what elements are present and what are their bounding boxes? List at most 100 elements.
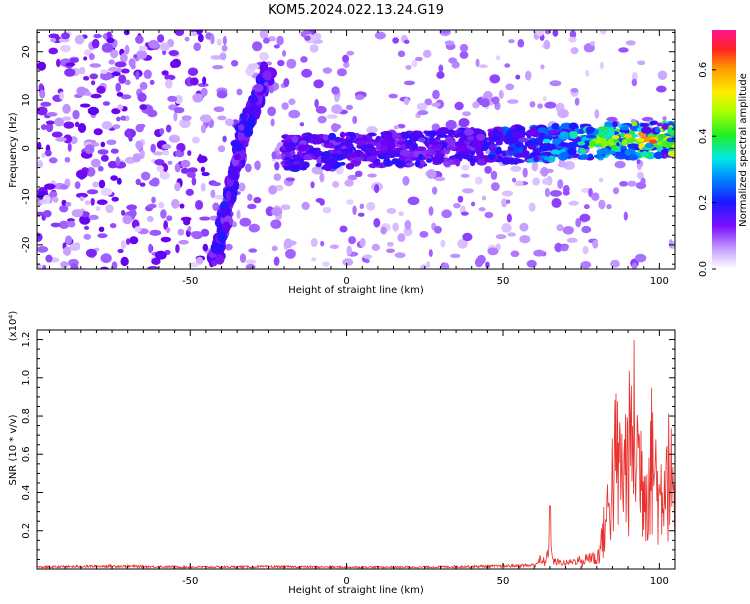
spectrogram-blob <box>368 163 377 168</box>
spectrogram-blob <box>580 261 592 269</box>
spectrogram-blob <box>614 160 626 169</box>
spectrogram-blob <box>86 189 99 195</box>
spectrogram-blob <box>100 187 113 196</box>
spectrogram-blob <box>165 227 171 234</box>
spectrogram-blob <box>474 176 483 185</box>
spectrogram-blob <box>186 171 196 178</box>
spectrogram-blob <box>210 242 221 254</box>
spectrogram-blob <box>193 42 202 52</box>
spectrogram-blob <box>418 153 424 161</box>
spectrogram-blob <box>89 63 102 68</box>
spectrogram-blob <box>454 101 464 111</box>
spectrogram-blob <box>317 115 327 124</box>
spectrogram-blob <box>484 165 492 174</box>
spectrogram-blob <box>74 181 81 190</box>
spectrogram-blob <box>63 134 73 144</box>
spectrogram-blob <box>115 156 120 167</box>
snr-x-tick-label: -50 <box>182 576 198 587</box>
spectrogram-blob <box>124 44 130 55</box>
spectrogram-blob <box>301 201 310 211</box>
spectrogram-blob <box>475 58 480 68</box>
spectrogram-blob <box>163 220 169 231</box>
spectrogram-blob <box>262 70 272 81</box>
spectrogram-blob <box>599 30 607 35</box>
spectrogram-blob <box>334 136 342 143</box>
spectrogram-blob <box>362 254 373 259</box>
spectrogram-blob <box>162 149 170 156</box>
spectrogram-blob <box>597 151 603 157</box>
spectrogram-blob <box>612 187 620 195</box>
spectrogram-blob <box>156 165 164 172</box>
spectrogram-blob <box>58 220 70 229</box>
spectrogram-blob <box>167 95 178 102</box>
spectrogram-blob <box>459 144 468 153</box>
spectrogram-blob <box>549 80 562 87</box>
figure-title: KOM5.2024.022.13.24.G19 <box>268 3 444 18</box>
spectrogram-blob <box>569 130 578 139</box>
spectrogram-blob <box>190 31 198 37</box>
spectrogram-blob <box>444 150 450 155</box>
spectrogram-blob <box>39 199 47 205</box>
spectrogram-blob <box>97 233 108 239</box>
spectrogram-blob <box>83 233 92 240</box>
spectrogram-x-axis-label: Height of straight line (km) <box>288 285 424 296</box>
spectrogram-blob <box>390 150 396 159</box>
spectrogram-blob <box>641 116 654 122</box>
spectrogram-blob <box>90 93 102 99</box>
spectrogram-blob <box>552 30 559 37</box>
spectrogram-blob <box>568 36 577 43</box>
spectrogram-blob <box>268 85 274 94</box>
spectrogram-blob <box>661 123 669 130</box>
spectrogram-blob <box>166 215 173 222</box>
spectrogram-blob <box>300 56 308 63</box>
spectrogram-blob <box>671 144 675 149</box>
spectrogram-blob <box>263 37 270 44</box>
spectrogram-blob <box>542 96 547 102</box>
spectrogram-blob <box>273 256 280 266</box>
spectrogram-blob <box>245 259 257 265</box>
spectrogram-blob <box>531 161 539 172</box>
spectrogram-blob <box>627 180 637 187</box>
spectrogram-blob <box>494 131 501 138</box>
spectrogram-blob <box>562 190 570 196</box>
spectrogram-blob <box>214 254 225 265</box>
spectrogram-blob <box>515 142 522 149</box>
spectrogram-blob <box>108 59 115 65</box>
spectrogram-blob <box>259 30 269 39</box>
spectrogram-blob <box>527 144 537 150</box>
spectrogram-blob <box>301 68 313 78</box>
spectrogram-blob <box>359 153 368 158</box>
spectrogram-blob <box>271 245 278 252</box>
spectrogram-blob <box>217 232 227 244</box>
spectrogram-blob <box>164 74 176 81</box>
spectrogram-blob <box>148 179 159 187</box>
spectrogram-blob <box>114 61 127 68</box>
spectrogram-blob <box>532 177 540 186</box>
spectrogram-blob <box>191 136 200 144</box>
spectrogram-blob <box>495 243 501 251</box>
spectrogram-blob <box>501 157 512 165</box>
spectrogram-blob <box>537 103 543 109</box>
spectrogram-blob <box>98 179 106 189</box>
spectrogram-blob <box>100 154 109 162</box>
spectrogram-blob <box>504 63 511 68</box>
spectrogram-blob <box>216 90 228 99</box>
spectrogram-blob <box>135 140 143 150</box>
spectrogram-blob <box>501 190 514 197</box>
spectrogram-blob <box>606 116 618 122</box>
spectrogram-blob <box>183 218 191 226</box>
spectrogram-blob <box>121 209 126 216</box>
spectrogram-blob <box>289 164 301 172</box>
spectrogram-blob <box>111 71 121 77</box>
spectrogram-blob <box>394 252 406 259</box>
spectrogram-blob <box>277 59 285 67</box>
spectrogram-blob <box>234 142 243 152</box>
spectrogram-blob <box>456 131 466 138</box>
spectrogram-blob <box>539 143 551 152</box>
spectrogram-blob <box>48 33 60 39</box>
spectrogram-blob <box>506 139 519 144</box>
spectrogram-blob <box>495 146 502 154</box>
spectrogram-blob <box>181 115 192 121</box>
spectrogram-blob <box>519 235 531 244</box>
spectrogram-blob <box>649 121 656 126</box>
